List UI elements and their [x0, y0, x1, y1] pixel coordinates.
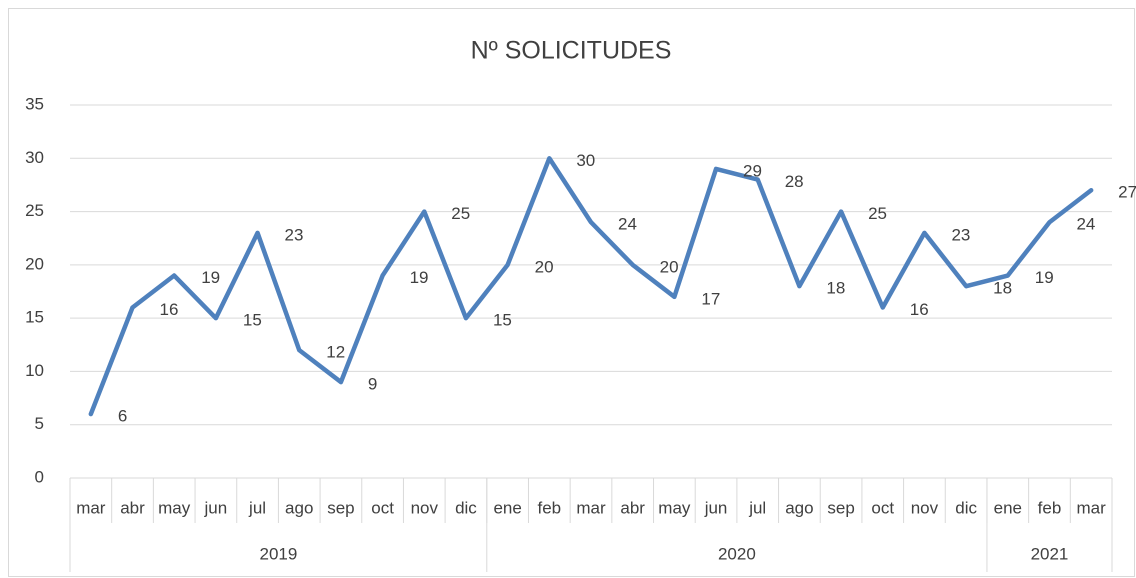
data-label: 18 [993, 279, 1012, 298]
data-label: 18 [826, 279, 845, 298]
data-label: 20 [660, 257, 679, 276]
y-tick-label: 35 [25, 94, 44, 113]
x-tick-label: feb [1038, 498, 1062, 517]
x-tick-label: mar [576, 498, 606, 517]
x-group-label: 2020 [718, 544, 756, 563]
x-tick-label: sep [327, 498, 354, 517]
x-tick-label: jun [204, 498, 228, 517]
data-label: 25 [868, 204, 887, 223]
x-tick-label: oct [371, 498, 394, 517]
line-series [88, 156, 1094, 417]
chart-title: Nº SOLICITUDES [471, 37, 672, 65]
x-tick-label: dic [455, 498, 477, 517]
data-label: 25 [451, 204, 470, 223]
x-tick-label: mar [76, 498, 106, 517]
x-tick-label: oct [871, 498, 894, 517]
x-tick-label: abr [120, 498, 145, 517]
data-label: 24 [618, 215, 637, 234]
y-tick-label: 15 [25, 308, 44, 327]
data-label: 30 [576, 151, 595, 170]
data-label: 9 [368, 375, 377, 394]
x-group-label: 2021 [1031, 544, 1069, 563]
y-tick-label: 30 [25, 148, 44, 167]
x-tick-label: jul [748, 498, 766, 517]
x-tick-label: may [158, 498, 191, 517]
x-tick-label: nov [911, 498, 939, 517]
x-group-label: 2019 [259, 544, 297, 563]
y-tick-label: 10 [25, 361, 44, 380]
data-label: 23 [951, 225, 970, 244]
x-tick-label: sep [827, 498, 854, 517]
data-label: 19 [410, 268, 429, 287]
data-label: 6 [118, 407, 127, 426]
x-tick-label: ago [285, 498, 313, 517]
x-tick-label: mar [1077, 498, 1107, 517]
y-tick-label: 0 [35, 467, 44, 486]
data-label: 27 [1118, 183, 1136, 202]
data-label: 15 [243, 311, 262, 330]
x-tick-label: ene [994, 498, 1022, 517]
x-tick-label: feb [537, 498, 561, 517]
x-tick-label: jun [704, 498, 728, 517]
data-label: 15 [493, 311, 512, 330]
chart-border [8, 8, 1135, 577]
data-label: 24 [1076, 215, 1095, 234]
y-tick-label: 20 [25, 254, 44, 273]
data-label: 19 [1035, 268, 1054, 287]
x-tick-label: ene [493, 498, 521, 517]
data-label: 19 [201, 268, 220, 287]
data-label: 23 [285, 225, 304, 244]
data-label: 29 [743, 161, 762, 180]
x-tick-label: jul [248, 498, 266, 517]
y-tick-label: 5 [35, 414, 44, 433]
x-tick-label: may [658, 498, 691, 517]
y-tick-label: 25 [25, 201, 44, 220]
x-tick-label: dic [955, 498, 977, 517]
data-label: 17 [701, 289, 720, 308]
data-label: 16 [910, 300, 929, 319]
x-tick-label: nov [411, 498, 439, 517]
data-label: 20 [535, 257, 554, 276]
data-label: 28 [785, 172, 804, 191]
x-tick-label: ago [785, 498, 813, 517]
x-tick-label: abr [620, 498, 645, 517]
data-label: 12 [326, 343, 345, 362]
data-label: 16 [160, 300, 179, 319]
